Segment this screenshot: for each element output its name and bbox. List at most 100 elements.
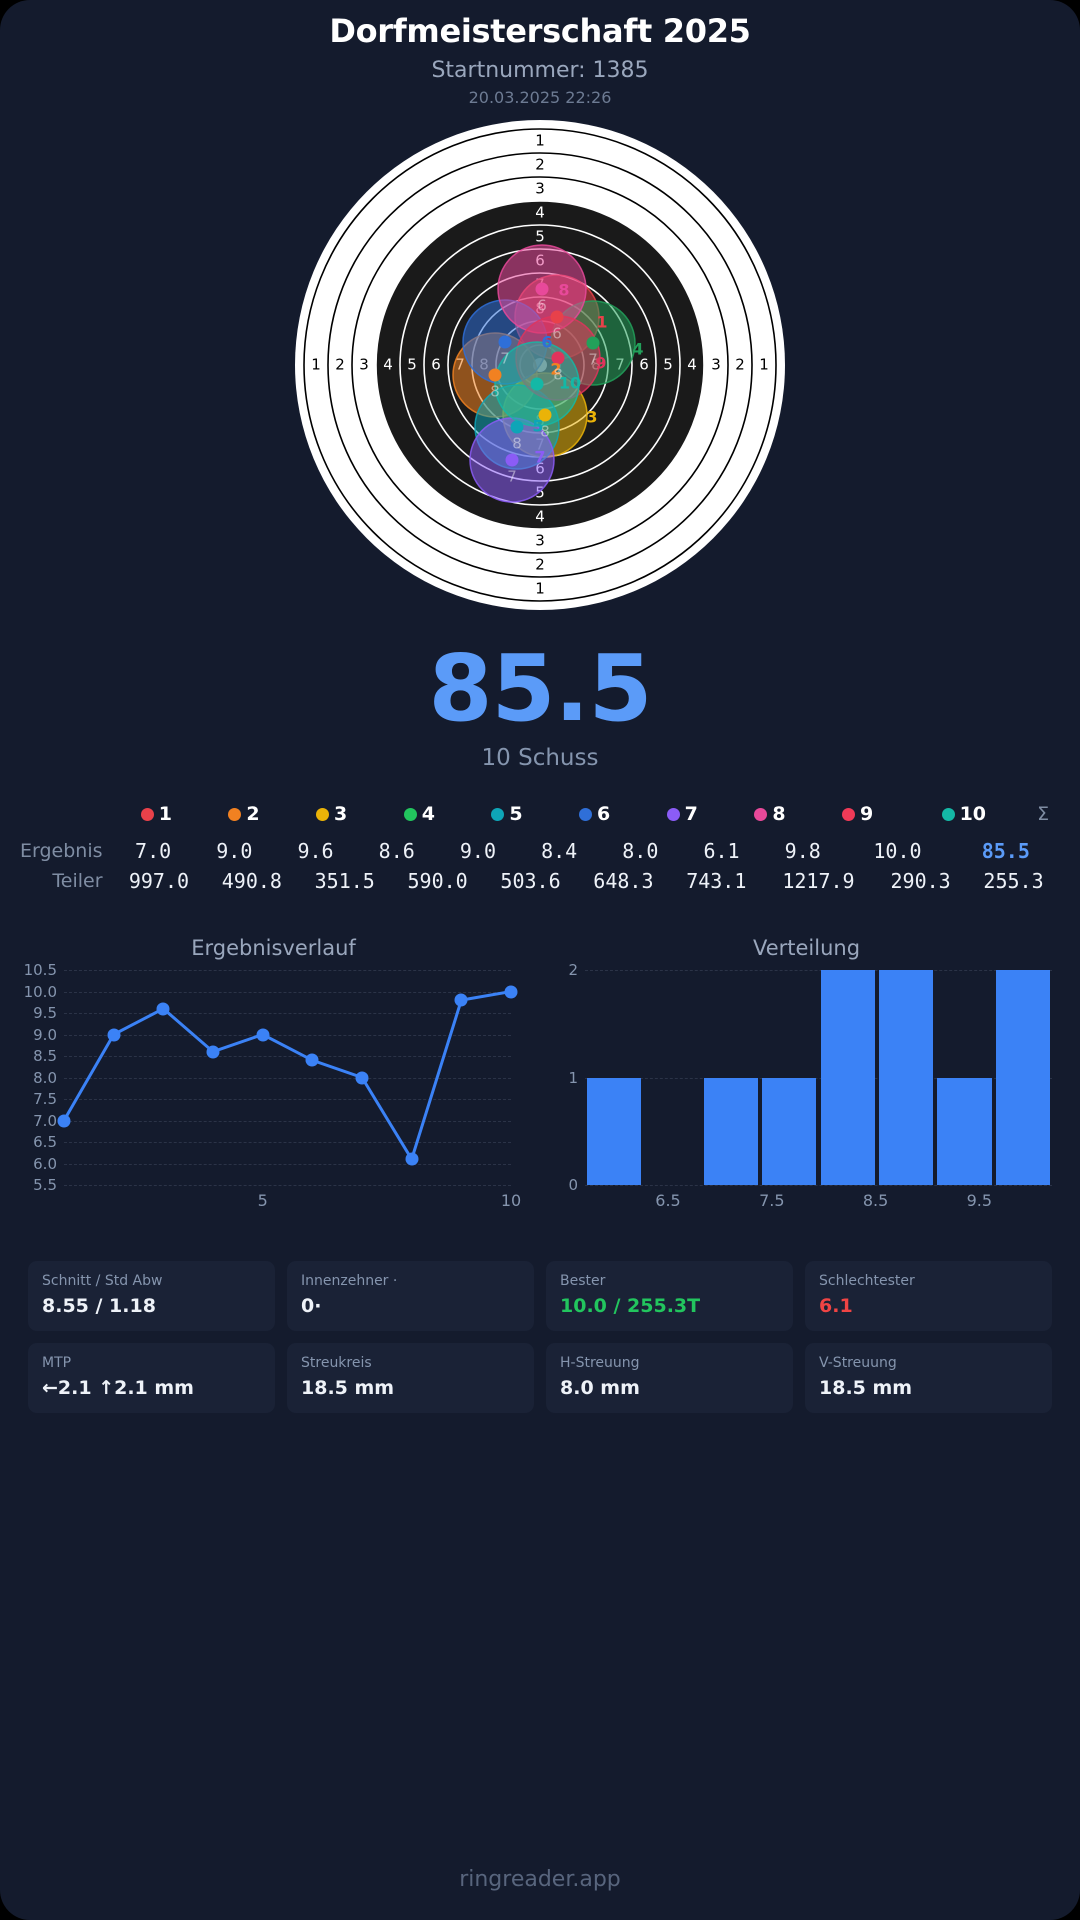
legend-item-6[interactable]: 6 xyxy=(551,800,639,828)
data-point[interactable] xyxy=(504,985,518,998)
svg-text:3: 3 xyxy=(359,356,369,374)
legend-dot-icon xyxy=(316,807,330,821)
histogram-bar[interactable] xyxy=(762,1077,817,1185)
cell-result-8: 6.1 xyxy=(703,839,740,863)
stat-label: Streukreis xyxy=(301,1355,372,1371)
histogram-bar[interactable] xyxy=(587,1077,642,1185)
y-tick-label: 7.5 xyxy=(33,1090,57,1108)
chart-ergebnisverlauf: Ergebnisverlauf 5.5 6.0 6.5 7.0 7.5 8.0 8.5 9.0… xyxy=(14,936,533,1219)
legend-label: 7 xyxy=(684,803,698,825)
data-point[interactable] xyxy=(156,1002,170,1016)
stat-value: 6.1 xyxy=(819,1295,853,1317)
stat-card[interactable]: H-Streuung 8.0 mm xyxy=(546,1343,793,1413)
line-series xyxy=(64,970,511,1185)
histogram-plot[interactable]: 0 1 2 6.5 7.5 8.5 9.5 xyxy=(568,961,1052,1210)
data-point[interactable] xyxy=(405,1152,419,1166)
score-block: 85.5 10 Schuss xyxy=(0,643,1080,772)
svg-text:5: 5 xyxy=(535,228,545,246)
data-point[interactable] xyxy=(454,993,468,1007)
gridline xyxy=(64,1077,511,1079)
legend-item-9[interactable]: 9 xyxy=(814,800,902,828)
gridline xyxy=(585,970,1052,971)
svg-text:2: 2 xyxy=(535,156,545,174)
legend-item-7[interactable]: 7 xyxy=(638,800,726,828)
cell-result-9: 9.8 xyxy=(784,839,821,863)
gridline xyxy=(64,991,511,993)
y-tick-label: 8.0 xyxy=(33,1068,57,1087)
legend-item-5[interactable]: 5 xyxy=(463,800,551,828)
cell-result-6: 8.4 xyxy=(541,839,578,863)
data-point[interactable] xyxy=(57,1114,71,1127)
page-title: Dorfmeisterschaft 2025 xyxy=(329,12,751,50)
data-point[interactable] xyxy=(206,1045,220,1059)
result-values-table: 7.0 9.0 9.6 8.6 9.0 8.4 8.0 6.1 9.8 10.0 85.5 xyxy=(113,836,1060,866)
legend-item-10[interactable]: 10 xyxy=(901,800,1026,828)
svg-text:8: 8 xyxy=(512,435,522,453)
legend-item-1[interactable]: 1 xyxy=(113,800,201,828)
stat-card[interactable]: Schlechtester 6.1 xyxy=(805,1261,1052,1331)
legend-items: 1 2 3 4 5 6 7 8 9 10 Σ xyxy=(113,800,1060,828)
legend-label: 10 xyxy=(959,803,987,825)
legend-dot-icon xyxy=(491,807,505,821)
data-point[interactable] xyxy=(107,1028,121,1041)
histogram-bar[interactable] xyxy=(878,970,934,1185)
data-point[interactable] xyxy=(256,1028,270,1041)
x-tick-label: 6.5 xyxy=(655,1191,681,1210)
x-tick-label: 8.5 xyxy=(862,1191,889,1210)
svg-text:4: 4 xyxy=(535,508,545,526)
stat-label: Schlechtester xyxy=(819,1273,915,1289)
stat-value: 0· xyxy=(301,1295,322,1317)
svg-text:2: 2 xyxy=(550,360,561,379)
histogram-bar[interactable] xyxy=(937,1077,992,1185)
histogram-bar[interactable] xyxy=(820,970,875,1185)
line-chart-plot[interactable]: 5.5 6.0 6.5 7.0 7.5 8.0 8.5 9.0 9.5 10.0 10.5 5 10 xyxy=(24,961,522,1210)
svg-text:8: 8 xyxy=(553,366,563,384)
stat-card[interactable]: MTP ←2.1 ↑2.1 mm xyxy=(28,1343,275,1413)
legend-item-8[interactable]: 8 xyxy=(726,800,814,828)
svg-text:3: 3 xyxy=(535,532,545,550)
svg-text:4: 4 xyxy=(383,356,393,374)
timestamp: 20.03.2025 22:26 xyxy=(468,88,612,107)
charts-row: Ergebnisverlauf 5.5 6.0 6.5 7.0 7.5 8.0 8.5 9.0… xyxy=(0,936,1080,1219)
cell-teiler-7: 743.1 xyxy=(686,869,747,893)
cell-teiler-1: 997.0 xyxy=(128,869,190,893)
stat-label: H-Streuung xyxy=(560,1355,640,1371)
legend-item-4[interactable]: 4 xyxy=(375,800,463,828)
cell-teiler-6: 648.3 xyxy=(593,869,654,893)
legend-item-3[interactable]: 3 xyxy=(288,800,376,828)
gridline xyxy=(585,1077,1052,1079)
legend-dot-icon xyxy=(666,807,680,821)
chart-title-line: Ergebnisverlauf xyxy=(191,936,356,960)
stat-card[interactable]: Bester 10.0 / 255.3T xyxy=(546,1261,793,1331)
stat-value: ←2.1 ↑2.1 mm xyxy=(42,1377,194,1399)
result-values-cell: 7.0 9.0 9.6 8.6 9.0 8.4 8.0 6.1 9.8 10.0 85.5 xyxy=(113,836,1060,866)
gridline xyxy=(64,1034,511,1036)
legend-dot-icon xyxy=(941,807,955,821)
histogram-bar[interactable] xyxy=(703,1077,759,1185)
cell-teiler-9: 290.3 xyxy=(890,869,951,893)
y-tick-label: 5.5 xyxy=(33,1176,57,1194)
chart-title-hist: Verteilung xyxy=(752,936,861,960)
stat-card[interactable]: V-Streuung 18.5 mm xyxy=(805,1343,1052,1413)
results-table-area: 1 2 3 4 5 6 7 8 9 10 Σ Ergebnis 7.0 9.0 9.6 8.6 9.0 8.4… xyxy=(0,797,1080,896)
stat-value: 8.55 / 1.18 xyxy=(42,1295,156,1317)
data-point[interactable] xyxy=(305,1053,319,1067)
shot-count-label: 10 Schuss xyxy=(481,745,599,771)
svg-text:5: 5 xyxy=(532,417,543,436)
legend-dot-icon xyxy=(403,807,417,821)
table-row: 997.0 490.8 351.5 590.0 503.6 648.3 743.1 1217.… xyxy=(113,866,1060,896)
histogram-bar[interactable] xyxy=(995,970,1050,1185)
stats-row: MTP ←2.1 ↑2.1 mm Streukreis 18.5 mm H-Streuu… xyxy=(28,1343,1052,1413)
stat-card[interactable]: Streukreis 18.5 mm xyxy=(287,1343,534,1413)
start-number: Startnummer: 1385 xyxy=(431,58,649,83)
stat-card[interactable]: Schnitt / Std Abw 8.55 / 1.18 xyxy=(28,1261,275,1331)
legend-item-2[interactable]: 2 xyxy=(200,800,288,828)
chart-verteilung: Verteilung 0 1 2 6.5 7.5 8.5 9.5 xyxy=(547,936,1066,1219)
data-point[interactable] xyxy=(355,1071,369,1084)
stat-card[interactable]: Innenzehner · 0· xyxy=(287,1261,534,1331)
stat-value: 18.5 mm xyxy=(819,1377,913,1399)
legend-label: 6 xyxy=(597,803,611,825)
svg-text:7: 7 xyxy=(534,448,545,467)
target-diagram[interactable]: 1122334455667788112233445566778861828374… xyxy=(295,120,785,610)
